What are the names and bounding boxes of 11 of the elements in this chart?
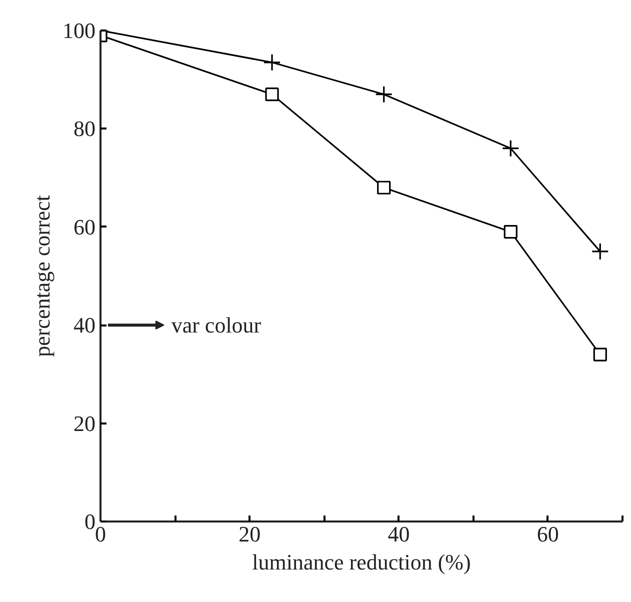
y-tick-label: 40 — [74, 312, 96, 338]
y-tick-label: 80 — [74, 116, 96, 142]
x-tick-label: 60 — [536, 522, 559, 546]
y-tick-label: 100 — [62, 18, 96, 43]
y-tick-label: 60 — [74, 214, 96, 240]
x-tick-label: 40 — [388, 522, 410, 546]
y-axis-title: percentage correct — [30, 195, 54, 357]
annotation: var colour — [171, 312, 262, 338]
x-tick-label: 20 — [238, 522, 261, 546]
y-tick-label: 20 — [74, 410, 96, 436]
x-axis-title: luminance reduction (%) — [252, 550, 471, 574]
